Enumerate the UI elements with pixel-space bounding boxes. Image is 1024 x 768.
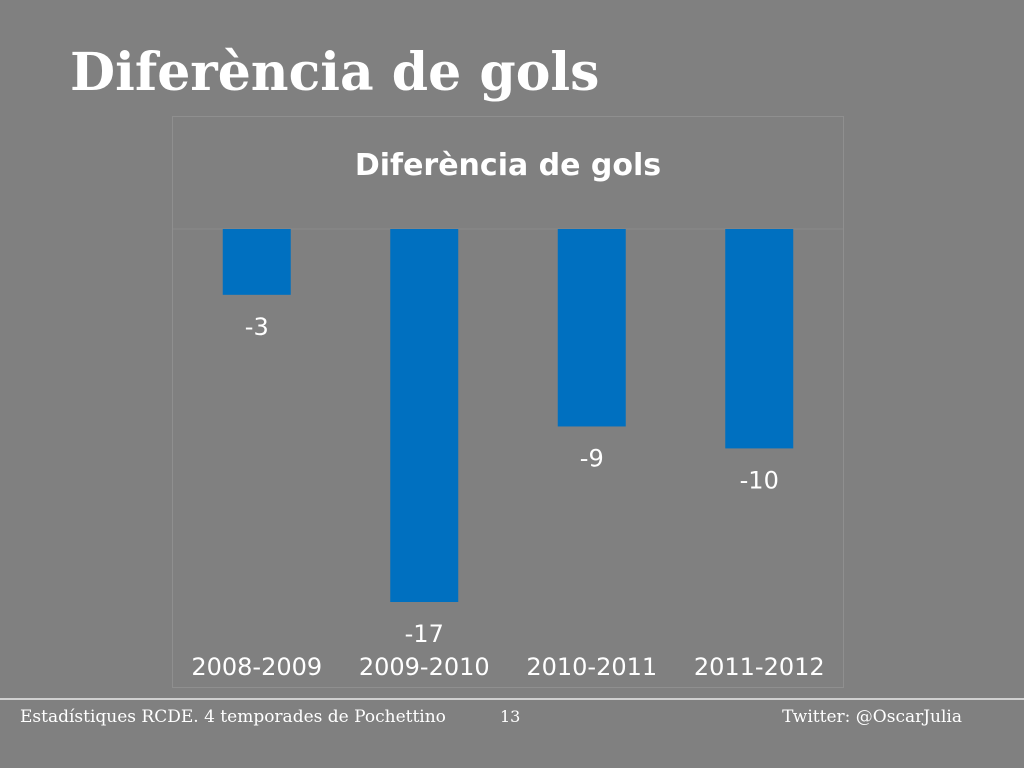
data-label-2008-2009: -3 — [245, 313, 269, 341]
bar-2011-2012 — [725, 229, 794, 449]
bar-2008-2009 — [222, 229, 291, 295]
bar-2009-2010 — [390, 229, 459, 602]
data-label-2009-2010: -17 — [405, 620, 444, 648]
chart-title: Diferència de gols — [355, 148, 661, 183]
footer-divider — [0, 698, 1024, 700]
category-label-2011-2012: 2011-2012 — [694, 653, 825, 681]
data-label-2011-2012: -10 — [740, 466, 779, 494]
bar-2010-2011 — [557, 229, 626, 427]
data-label-2010-2011: -9 — [580, 444, 604, 472]
footer-left-text: Estadístiques RCDE. 4 temporades de Poch… — [20, 707, 446, 727]
slide-title: Diferència de gols — [70, 42, 600, 103]
category-label-2010-2011: 2010-2011 — [526, 653, 657, 681]
bar-chart: Diferència de gols -3 2008-2009 -17 2009-201… — [173, 148, 843, 681]
page-number: 13 — [500, 707, 521, 726]
category-label-2008-2009: 2008-2009 — [191, 653, 322, 681]
category-label-2009-2010: 2009-2010 — [359, 653, 490, 681]
footer-twitter-handle: Twitter: @OscarJulia — [782, 707, 962, 727]
chart-area: Diferència de gols -3 2008-2009 -17 2009-201… — [172, 116, 844, 688]
